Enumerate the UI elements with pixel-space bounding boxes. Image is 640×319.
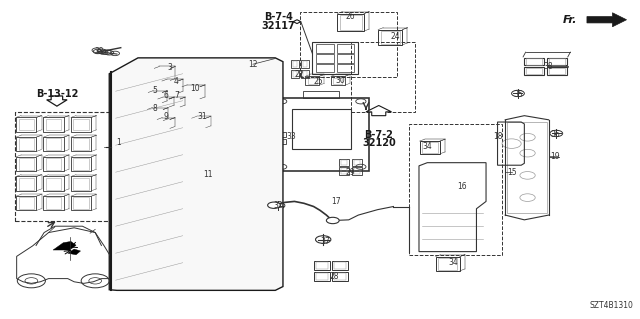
Text: 32: 32 (274, 201, 284, 210)
Text: 34: 34 (422, 142, 432, 151)
Text: 25: 25 (314, 77, 324, 86)
Text: 28: 28 (330, 272, 339, 281)
Text: SZT4B1310: SZT4B1310 (589, 301, 633, 310)
Text: 36: 36 (550, 130, 560, 139)
Text: 19: 19 (550, 152, 560, 161)
Circle shape (326, 217, 339, 224)
Polygon shape (366, 106, 392, 116)
Polygon shape (68, 249, 81, 255)
Text: 15: 15 (507, 168, 516, 177)
Text: 26: 26 (346, 12, 355, 21)
Polygon shape (109, 58, 283, 290)
Polygon shape (53, 241, 76, 250)
Text: 35: 35 (513, 90, 523, 99)
Text: 9: 9 (163, 112, 168, 121)
Text: 30: 30 (335, 76, 346, 85)
Polygon shape (47, 96, 67, 106)
Text: 1: 1 (116, 137, 121, 146)
Circle shape (268, 202, 280, 208)
Text: 4: 4 (174, 77, 179, 86)
Text: 38: 38 (544, 62, 554, 71)
Text: 3: 3 (168, 63, 172, 72)
Text: 32: 32 (95, 47, 104, 56)
Text: 29: 29 (346, 168, 355, 177)
Text: 7: 7 (174, 92, 179, 100)
Text: 32120: 32120 (362, 138, 396, 148)
Text: 34: 34 (448, 258, 458, 267)
Text: 10: 10 (191, 85, 200, 93)
Text: 12: 12 (248, 60, 258, 69)
Text: 11: 11 (204, 170, 213, 179)
Text: 33: 33 (286, 132, 296, 141)
Text: 22: 22 (295, 70, 304, 79)
Text: 24: 24 (390, 32, 400, 41)
Text: Fr.: Fr. (563, 15, 577, 25)
Text: 5: 5 (153, 86, 157, 95)
Text: B-7-2: B-7-2 (364, 130, 393, 140)
Text: 16: 16 (457, 182, 467, 191)
Text: 18: 18 (493, 132, 502, 141)
Text: 32117: 32117 (262, 21, 296, 31)
Text: 8: 8 (153, 104, 157, 113)
Text: 6: 6 (163, 92, 168, 100)
Text: B-13-12: B-13-12 (36, 89, 78, 100)
Text: 37: 37 (320, 237, 330, 246)
Text: 31: 31 (197, 112, 207, 121)
Text: B-7-4: B-7-4 (264, 12, 293, 22)
Polygon shape (587, 13, 627, 27)
Text: 17: 17 (331, 197, 340, 206)
